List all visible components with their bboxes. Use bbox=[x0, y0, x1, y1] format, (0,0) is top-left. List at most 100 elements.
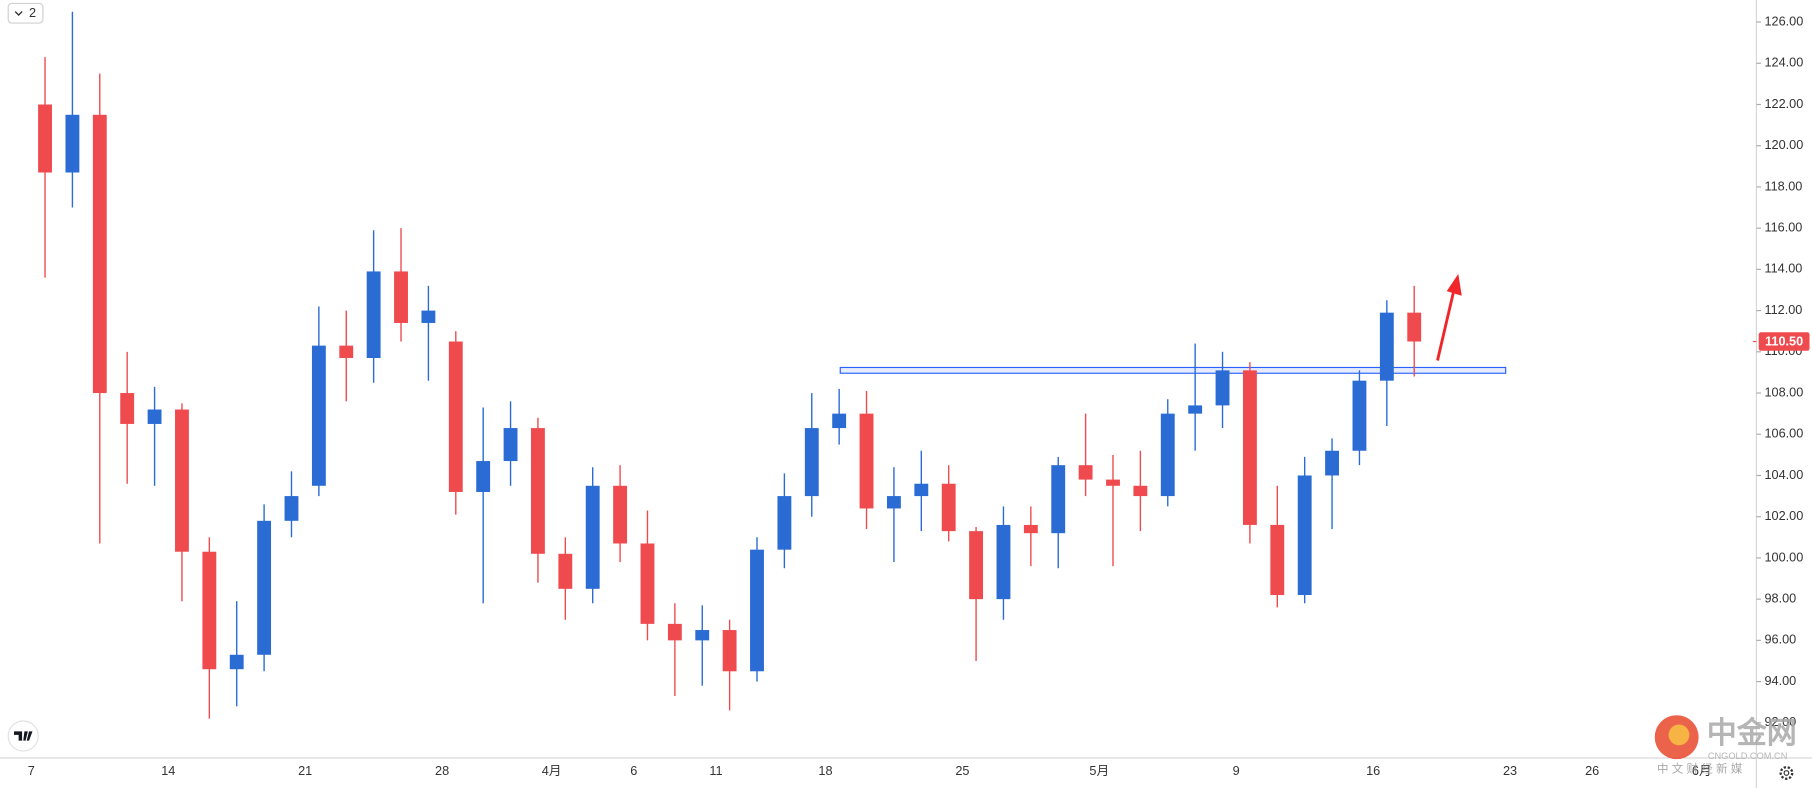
candle-body bbox=[257, 520, 272, 655]
gear-center bbox=[1783, 770, 1790, 776]
candle-body bbox=[969, 531, 984, 600]
candle-body bbox=[996, 524, 1011, 600]
y-tick-label: 94.00 bbox=[1764, 674, 1796, 688]
candle-body bbox=[1407, 312, 1422, 342]
x-tick-label: 26 bbox=[1585, 764, 1599, 778]
candle-body bbox=[804, 428, 819, 497]
y-tick-label: 92.00 bbox=[1764, 715, 1796, 729]
candle-body bbox=[421, 310, 436, 323]
y-tick-label: 116.00 bbox=[1764, 221, 1802, 235]
candle-body bbox=[1188, 405, 1203, 414]
candle-body bbox=[1215, 370, 1230, 406]
candle-body bbox=[175, 409, 189, 552]
candle-body bbox=[667, 623, 682, 641]
candle-body bbox=[1051, 465, 1066, 534]
candle-body bbox=[366, 271, 381, 358]
last-price-box bbox=[1758, 332, 1810, 351]
y-tick-label: 126.00 bbox=[1764, 14, 1803, 28]
watermark-domain: CNGOLD.COM.CN bbox=[1708, 751, 1788, 761]
y-tick-label: 118.00 bbox=[1764, 179, 1802, 193]
candle-body bbox=[1270, 524, 1285, 596]
candle-body bbox=[1106, 479, 1120, 486]
logo-badge bbox=[7, 720, 39, 752]
y-tick-label: 106.00 bbox=[1764, 427, 1803, 441]
toolbar-box[interactable] bbox=[7, 2, 44, 24]
x-tick-label: 16 bbox=[1366, 764, 1380, 778]
watermark-logo-inner bbox=[1668, 724, 1690, 746]
arrow-shaft bbox=[1436, 290, 1456, 361]
y-tick-label: 98.00 bbox=[1764, 591, 1796, 605]
candle-body bbox=[503, 428, 518, 462]
candle-body bbox=[284, 496, 299, 521]
support-zone bbox=[839, 366, 1507, 374]
y-tick-label: 122.00 bbox=[1764, 97, 1803, 111]
candle-body bbox=[92, 114, 107, 394]
candle-body bbox=[859, 413, 874, 509]
candle-body bbox=[476, 461, 491, 492]
arrow-head bbox=[1446, 273, 1462, 296]
candle-body bbox=[1160, 413, 1175, 497]
candle-body bbox=[613, 485, 628, 544]
y-tick-label: 102.00 bbox=[1764, 509, 1803, 523]
candle-body bbox=[1242, 370, 1257, 525]
candle-body bbox=[531, 428, 545, 554]
x-tick-label: 23 bbox=[1503, 764, 1517, 778]
x-tick-label: 18 bbox=[818, 764, 832, 778]
x-tick-label: 28 bbox=[435, 764, 449, 778]
candle-body bbox=[695, 630, 710, 641]
y-tick-label: 100.00 bbox=[1764, 550, 1803, 564]
layout-count: 2 bbox=[29, 6, 36, 20]
watermark: 中金网 CNGOLD.COM.CN 中 文 财 经 新 媒 bbox=[1654, 715, 1797, 776]
x-tick-label: 9 bbox=[1233, 764, 1240, 778]
x-tick-label: 25 bbox=[955, 764, 969, 778]
x-tick-label: 5月 bbox=[1089, 764, 1109, 778]
candle-body bbox=[120, 393, 135, 424]
candle-body bbox=[1023, 524, 1038, 534]
candle-body bbox=[886, 496, 901, 509]
candle-body bbox=[1325, 450, 1339, 476]
candle-body bbox=[722, 630, 737, 672]
candle-body bbox=[229, 654, 244, 670]
last-price-label: 110.50 bbox=[1765, 334, 1803, 348]
plot-area: 92.00 94.00 96.00 98.00 100.00 102.00 104.00 10… bbox=[28, 11, 1810, 778]
y-tick-label: 112.00 bbox=[1764, 303, 1802, 317]
x-tick-label: 21 bbox=[298, 764, 312, 778]
candle-body bbox=[65, 114, 80, 173]
tradingview-logo bbox=[7, 720, 39, 752]
x-tick-label: 6 bbox=[630, 764, 637, 778]
y-tick-label: 96.00 bbox=[1764, 633, 1796, 647]
y-tick-label: 104.00 bbox=[1764, 468, 1803, 482]
y-tick-label: 120.00 bbox=[1764, 138, 1803, 152]
settings-button[interactable] bbox=[1779, 766, 1794, 780]
candle-body bbox=[1352, 380, 1367, 451]
toolbar-button[interactable]: 2 bbox=[7, 2, 44, 24]
candle-body bbox=[339, 345, 354, 358]
x-tick-label: 11 bbox=[709, 764, 722, 778]
y-tick-label: 108.00 bbox=[1764, 385, 1803, 399]
y-tick-label: 114.00 bbox=[1764, 262, 1802, 276]
watermark-tagline: 中 文 财 经 新 媒 bbox=[1657, 762, 1743, 776]
candle-body bbox=[914, 483, 929, 497]
candle-body bbox=[448, 341, 463, 492]
candle-body bbox=[777, 496, 792, 550]
candle-body bbox=[558, 553, 573, 589]
candle-body bbox=[394, 271, 408, 323]
candle-body bbox=[640, 543, 655, 624]
watermark-brand: 中金网 bbox=[1707, 716, 1797, 750]
candle-body bbox=[1078, 465, 1093, 480]
candle-body bbox=[832, 413, 847, 429]
candle-body bbox=[311, 345, 326, 486]
gear-icon[interactable] bbox=[1779, 766, 1794, 780]
candle-body bbox=[750, 549, 764, 672]
candle-body bbox=[202, 551, 217, 670]
candle-body bbox=[1379, 312, 1394, 381]
candle-body bbox=[585, 485, 600, 589]
candle-body bbox=[1133, 485, 1148, 497]
candle-body bbox=[147, 409, 162, 424]
chevron-icon bbox=[14, 11, 23, 17]
candle-body bbox=[38, 104, 52, 173]
candle-body bbox=[1297, 475, 1312, 596]
